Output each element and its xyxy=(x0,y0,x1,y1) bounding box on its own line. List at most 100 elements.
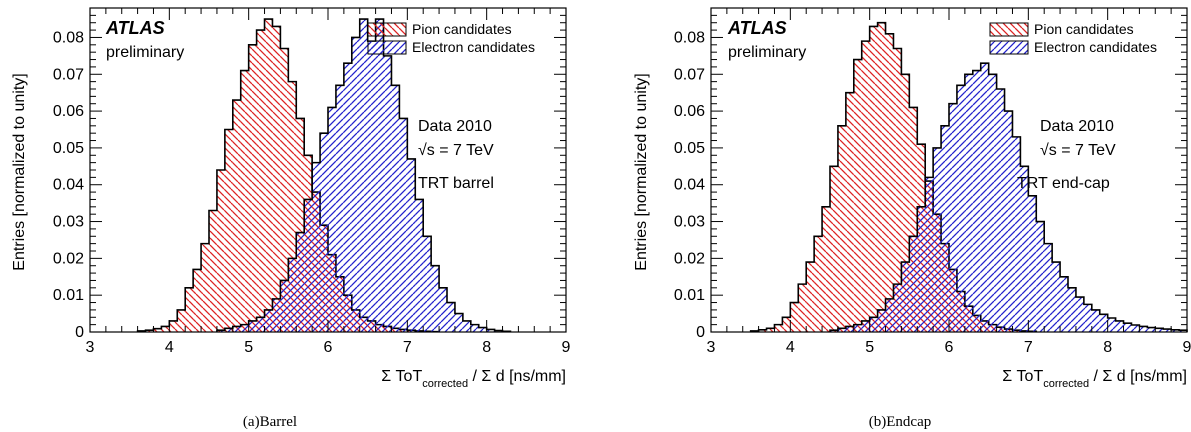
annotation-detector: TRT barrel xyxy=(418,175,494,192)
histogram-bar xyxy=(1075,297,1084,332)
histogram-bar xyxy=(830,330,838,332)
histogram-bar xyxy=(280,280,289,332)
y-tick-label: 0 xyxy=(696,324,705,341)
plot-area: 3 4 5 6 7 8 9 0 0.01 0.02 0.03 0.04 0.05 0.06 0.07 0.08 xyxy=(53,7,571,356)
series-electron-candidates xyxy=(216,18,512,333)
histogram-bar xyxy=(853,59,862,332)
legend-label-electron: Electron candidates xyxy=(1034,39,1157,55)
histogram-outline xyxy=(216,18,512,333)
histogram-bar xyxy=(1155,328,1164,332)
histogram-bar xyxy=(806,262,815,332)
histogram-outline xyxy=(829,62,1188,332)
histogram-bar xyxy=(193,269,202,332)
histogram-bar xyxy=(351,37,360,333)
histogram-bar xyxy=(853,324,862,332)
histogram-bar xyxy=(296,118,305,332)
histogram-bar xyxy=(470,324,479,332)
histogram-bar xyxy=(877,22,886,333)
subfigure-caption-endcap: (b)Endcap xyxy=(869,414,931,430)
histogram-bar xyxy=(917,206,926,332)
histogram-bar xyxy=(486,329,495,332)
y-tick-label: 0.02 xyxy=(53,250,84,267)
legend-label-electron: Electron candidates xyxy=(412,39,535,55)
histogram-bar xyxy=(320,133,328,332)
experiment-label: ATLAS xyxy=(105,18,165,38)
histogram-bar xyxy=(830,166,838,332)
histogram-bar xyxy=(949,103,957,333)
x-tick-label: 5 xyxy=(865,339,874,356)
x-tick-label: 6 xyxy=(945,339,954,356)
x-tick-label: 8 xyxy=(482,339,491,356)
x-tick-label: 4 xyxy=(165,339,174,356)
histogram-bar xyxy=(782,317,791,332)
annotation-energy: √s = 7 TeV xyxy=(1040,142,1116,159)
y-tick-label: 0.07 xyxy=(674,66,705,83)
histogram-bar xyxy=(248,320,257,332)
chart-panel-barrel: 3 4 5 6 7 8 9 0 0.01 0.02 0.03 0.04 0.05 0.06 0.07 0.08… xyxy=(11,7,571,430)
histogram-bar xyxy=(439,287,447,332)
y-tick-label: 0.01 xyxy=(674,287,705,304)
x-axis-label: Σ ToTcorrected / Σ d [ns/mm] xyxy=(381,368,566,390)
histogram-bar xyxy=(901,74,910,332)
legend: Pion candidates Electron candidates xyxy=(367,21,535,55)
histogram-bar xyxy=(383,55,392,332)
histogram-bar xyxy=(1028,195,1037,332)
histogram-bar xyxy=(431,265,440,332)
legend-label-pion: Pion candidates xyxy=(412,21,512,37)
histogram-bar xyxy=(1099,314,1108,332)
histogram-bar xyxy=(845,326,854,332)
status-label: preliminary xyxy=(728,44,806,61)
annotation-data: Data 2010 xyxy=(418,118,492,135)
histogram-bar xyxy=(861,41,870,333)
x-label-main: Σ ToT xyxy=(1002,368,1043,385)
x-tick-label: 8 xyxy=(1103,339,1112,356)
x-tick-label: 3 xyxy=(86,339,95,356)
histogram-bar xyxy=(153,328,162,332)
histogram-bar xyxy=(1179,330,1187,332)
plot-area: 3 4 5 6 7 8 9 0 0.01 0.02 0.03 0.04 0.05 0.06 0.07 0.08 xyxy=(674,7,1191,356)
histogram-bar xyxy=(1004,111,1013,332)
legend-swatch-electron xyxy=(367,40,407,55)
y-axis-label: Entries [normalized to unity] xyxy=(633,73,650,270)
histogram-bar xyxy=(822,206,830,332)
histogram-bar xyxy=(996,89,1005,332)
histogram-bar xyxy=(359,19,368,333)
legend-swatch-pion xyxy=(367,22,407,37)
histogram-bar xyxy=(893,48,902,332)
y-tick-label: 0.04 xyxy=(674,177,705,194)
histogram-bar xyxy=(1012,136,1021,332)
x-tick-label: 7 xyxy=(1024,339,1033,356)
histogram-bar xyxy=(885,298,894,332)
histogram-bar xyxy=(288,81,297,333)
histogram-bar xyxy=(909,236,918,332)
histogram-bar xyxy=(216,170,225,332)
x-tick-label: 5 xyxy=(244,339,253,356)
histogram-bar xyxy=(462,320,471,332)
experiment-label: ATLAS xyxy=(727,18,787,38)
subfigure-label: (b) xyxy=(869,414,887,430)
y-tick-label: 0.06 xyxy=(674,103,705,120)
histogram-bar xyxy=(1044,243,1053,332)
histogram-bar xyxy=(264,309,273,332)
histogram-bar xyxy=(145,330,154,332)
histogram-bar xyxy=(909,107,918,332)
y-tick-label: 0 xyxy=(75,324,84,341)
legend-swatch-pion xyxy=(989,22,1029,37)
histogram-bar xyxy=(885,33,894,332)
histogram-bar xyxy=(1107,318,1116,332)
histogram-bar xyxy=(1163,329,1172,332)
histogram-bar xyxy=(845,92,854,332)
x-label-subscript: corrected xyxy=(1043,378,1089,390)
histogram-bar xyxy=(837,328,846,332)
histogram-bar xyxy=(766,328,775,332)
histogram-bar xyxy=(972,70,981,332)
x-label-tail: / Σ d [ns/mm] xyxy=(1089,368,1187,385)
histogram-bar xyxy=(814,236,823,332)
y-tick-label: 0.03 xyxy=(674,214,705,231)
histogram-bar xyxy=(375,19,384,333)
histogram-bar xyxy=(407,158,416,332)
x-tick-label: 6 xyxy=(324,339,333,356)
histogram-bar xyxy=(272,298,281,332)
histogram-bar xyxy=(1131,325,1140,332)
